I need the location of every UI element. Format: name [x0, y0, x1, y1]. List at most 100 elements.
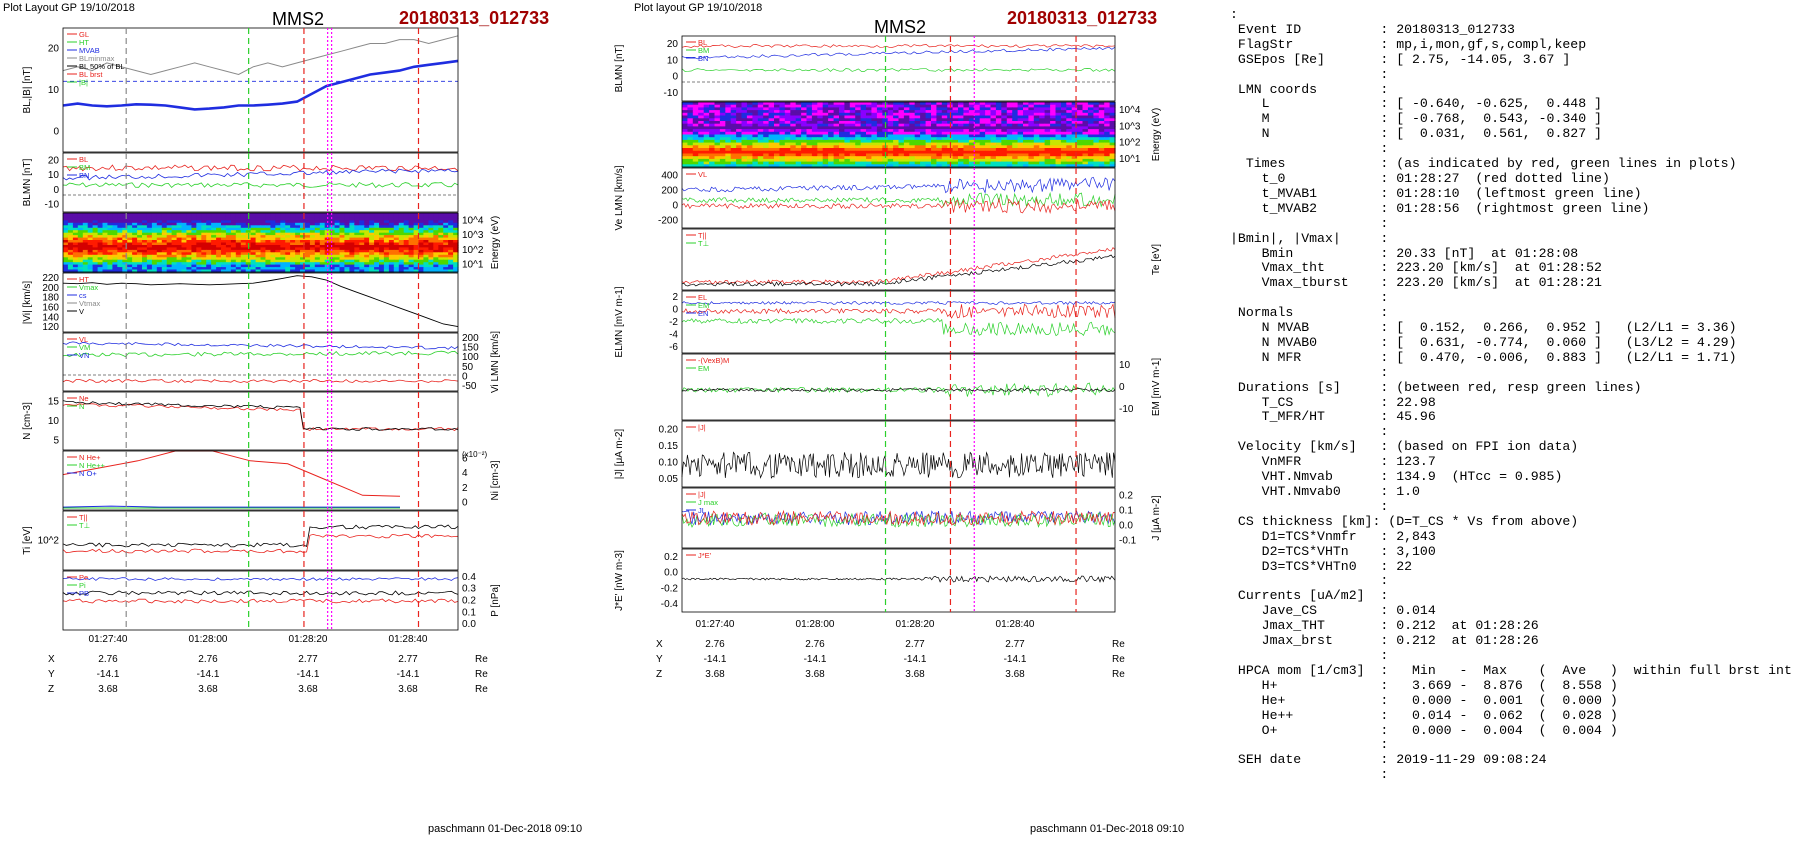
heatmap-cell — [216, 262, 222, 266]
heatmap-cell — [1055, 126, 1062, 130]
heatmap-cell — [958, 110, 964, 114]
heatmap-cell — [67, 262, 74, 266]
heatmap-cell — [235, 237, 242, 241]
heatmap-cell — [166, 215, 173, 219]
heatmap-cell — [963, 134, 970, 138]
heatmap-cell — [914, 137, 921, 141]
heatmap-cell — [77, 245, 84, 249]
heatmap-cell — [682, 123, 688, 127]
heatmap-cell — [339, 249, 345, 253]
heatmap-cell — [339, 230, 345, 234]
heatmap-cell — [393, 217, 400, 221]
heatmap-cell — [871, 145, 878, 149]
heatmap-cell — [240, 245, 247, 249]
heatmap-cell — [77, 257, 84, 261]
heatmap-cell — [1082, 126, 1089, 130]
heatmap-cell — [260, 247, 266, 251]
mid-panel-4: T||T⊥Te [eV] — [681, 228, 1162, 291]
heatmap-cell — [1071, 123, 1078, 127]
heatmap-cell — [255, 254, 262, 258]
heatmap-cell — [295, 269, 301, 273]
heatmap-cell — [839, 139, 845, 144]
heatmap-cell — [1012, 164, 1019, 168]
heatmap-cell — [334, 222, 341, 226]
heatmap-cell — [398, 242, 405, 246]
heatmap-cell — [709, 123, 716, 127]
heatmap-cell — [63, 245, 69, 249]
heatmap-cell — [1060, 112, 1067, 117]
heatmap-cell — [963, 148, 970, 152]
heatmap-cell — [112, 267, 118, 271]
heatmap-cell — [201, 252, 207, 256]
heatmap-cell — [82, 262, 89, 266]
heatmap-cell — [779, 150, 786, 155]
heatmap-cell — [866, 104, 872, 108]
heatmap-cell — [1012, 107, 1019, 111]
heatmap-cell — [156, 225, 163, 229]
heatmap-cell — [844, 142, 851, 146]
coord-unit: Re — [1112, 654, 1125, 665]
heatmap-cell — [860, 137, 867, 141]
coord-value: 3.68 — [198, 684, 218, 695]
heatmap-cell — [958, 137, 964, 141]
heatmap-cell — [968, 131, 975, 136]
heatmap-cell — [275, 235, 281, 239]
heatmap-cell — [334, 247, 341, 251]
heatmap-cell — [887, 110, 894, 114]
heatmap-cell — [909, 156, 916, 160]
heatmap-cell — [304, 267, 311, 271]
heatmap-cell — [433, 232, 439, 236]
heatmap-cell — [1028, 148, 1035, 152]
heatmap-cell — [833, 134, 840, 138]
heatmap-cell — [746, 148, 753, 152]
heatmap-cell — [156, 242, 163, 246]
heatmap-cell — [1098, 121, 1105, 125]
VeL-line — [681, 176, 1116, 194]
y-tick-label: 200 — [462, 333, 479, 344]
heatmap-cell — [408, 222, 415, 226]
heatmap-cell — [746, 153, 753, 157]
heatmap-cell — [344, 213, 350, 217]
heatmap-cell — [349, 227, 355, 231]
heatmap-cell — [92, 247, 99, 251]
heatmap-cell — [142, 245, 148, 249]
heatmap-cell — [844, 129, 851, 133]
heatmap-cell — [122, 222, 128, 226]
y-axis-label: P [nPa] — [490, 584, 501, 617]
heatmap-cell — [855, 110, 862, 114]
heatmap-cell — [882, 137, 889, 141]
heatmap-cell — [97, 240, 104, 244]
heatmap-cell — [309, 254, 316, 258]
heatmap-cell — [433, 257, 439, 261]
heatmap-cell — [398, 269, 405, 273]
heatmap-cell — [687, 139, 694, 144]
heatmap-cell — [725, 153, 732, 157]
heatmap-cell — [285, 254, 291, 258]
heatmap-cell — [822, 123, 829, 127]
heatmap-cell — [741, 142, 748, 146]
heatmap-cell — [295, 257, 301, 261]
heatmap-cell — [925, 142, 932, 146]
heatmap-cell — [280, 245, 286, 249]
heatmap-cell — [833, 112, 840, 117]
heatmap-cell — [225, 242, 232, 246]
heatmap-cell — [887, 137, 894, 141]
heatmap-cell — [290, 254, 296, 258]
heatmap-cell — [349, 262, 355, 266]
heatmap-cell — [181, 213, 187, 217]
PB-line — [62, 598, 459, 604]
heatmap-cell — [790, 112, 797, 117]
heatmap-cell — [968, 129, 975, 133]
heatmap-cell — [349, 240, 355, 244]
heatmap-cell — [438, 232, 444, 236]
heatmap-cell — [931, 139, 937, 144]
heatmap-cell — [216, 257, 222, 261]
heatmap-cell — [931, 156, 937, 160]
heatmap-cell — [339, 220, 345, 224]
panel-frame — [681, 487, 1116, 549]
y-tick-label: 0 — [1119, 382, 1125, 393]
heatmap-cell — [784, 110, 791, 114]
heatmap-cell — [82, 257, 89, 261]
heatmap-cell — [270, 235, 276, 239]
heatmap-cell — [914, 156, 921, 160]
